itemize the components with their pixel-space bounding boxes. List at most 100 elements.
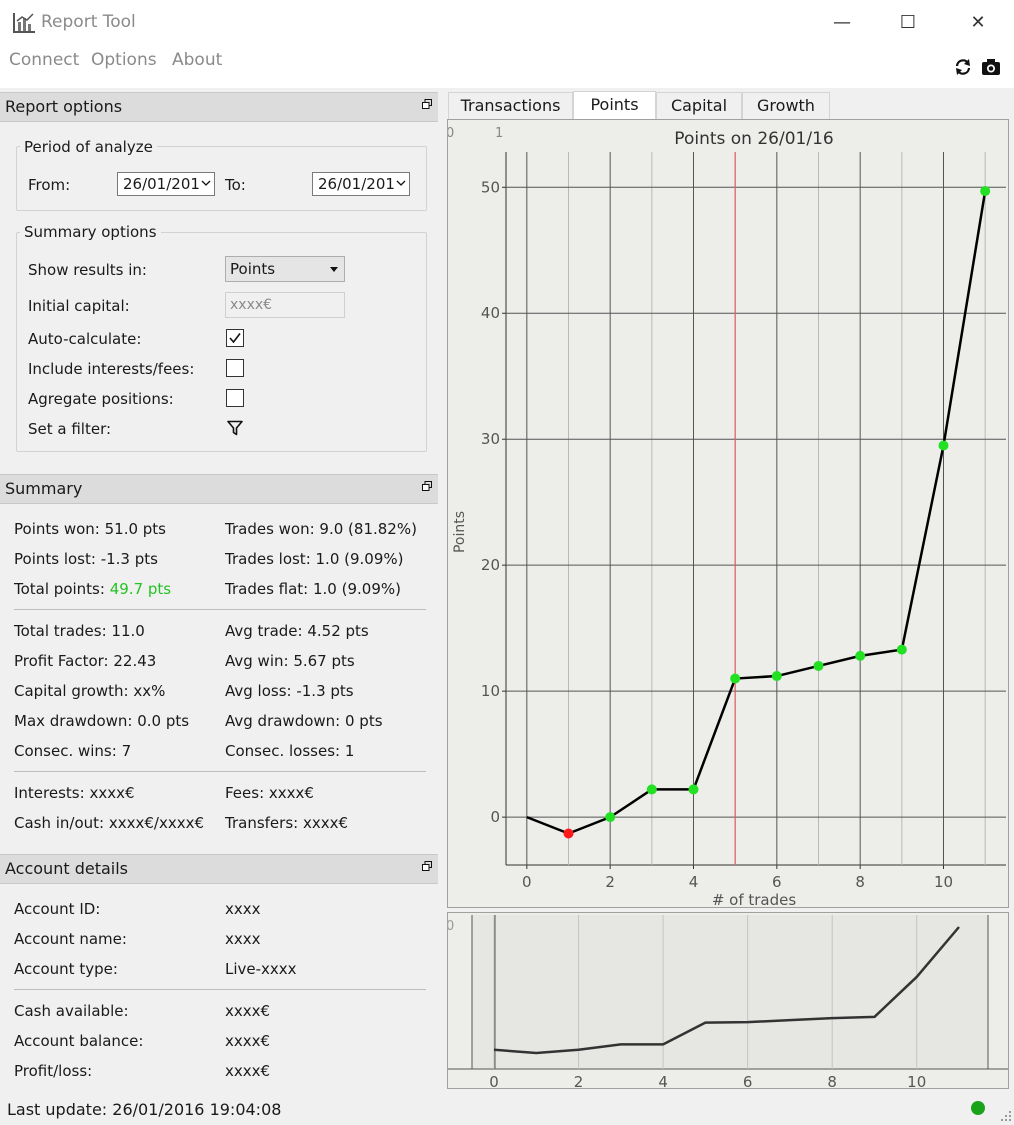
transfers: Transfers: xxxx€ bbox=[225, 814, 349, 832]
points-chart-panel: Points on 26/01/16 0 1 Points # of trade… bbox=[445, 119, 1009, 909]
show-results-select[interactable]: Points bbox=[225, 256, 345, 282]
overview-x-tick-label: 0 bbox=[489, 1073, 499, 1088]
menu-options[interactable]: Options bbox=[91, 50, 157, 70]
profit-loss-value: xxxx€ bbox=[225, 1062, 271, 1080]
total-trades: Total trades: 11.0 bbox=[14, 622, 145, 640]
include-interests-checkbox[interactable] bbox=[226, 359, 244, 377]
menu-bar: Connect Options About bbox=[0, 46, 1014, 88]
overview-x-tick-label: 10 bbox=[907, 1073, 926, 1088]
chevron-down-icon bbox=[201, 180, 211, 186]
total-points: Total points: 49.7 pts bbox=[14, 580, 171, 598]
from-date-value: 26/01/201 bbox=[123, 175, 200, 193]
consec-losses: Consec. losses: 1 bbox=[225, 742, 355, 760]
x-axis-label: # of trades bbox=[712, 891, 797, 907]
overview-x-tick-label: 2 bbox=[574, 1073, 584, 1088]
summary-options-title: Summary options bbox=[20, 223, 161, 241]
cash-in-out: Cash in/out: xxxx€/xxxx€ bbox=[14, 814, 205, 832]
menu-connect[interactable]: Connect bbox=[9, 50, 80, 70]
from-date-picker[interactable]: 26/01/201 bbox=[117, 172, 215, 196]
account-id-label: Account ID: bbox=[14, 900, 101, 918]
overview-line bbox=[493, 926, 960, 1055]
auto-calculate-checkbox[interactable] bbox=[226, 329, 244, 347]
avg-drawdown: Avg drawdown: 0 pts bbox=[225, 712, 383, 730]
account-name-value: xxxx bbox=[225, 930, 261, 948]
account-id-value: xxxx bbox=[225, 900, 261, 918]
title-bar: Report Tool — ☐ ✕ bbox=[0, 0, 1014, 46]
refresh-icon[interactable] bbox=[953, 57, 973, 77]
consec-wins: Consec. wins: 7 bbox=[14, 742, 132, 760]
account-type-label: Account type: bbox=[14, 960, 118, 978]
close-button[interactable]: ✕ bbox=[970, 12, 986, 33]
divider bbox=[14, 989, 426, 990]
data-point bbox=[771, 671, 782, 682]
filter-icon[interactable] bbox=[227, 420, 243, 436]
tab-points[interactable]: Points bbox=[573, 91, 656, 120]
report-options-title: Report options bbox=[5, 97, 123, 116]
checkmark-icon bbox=[229, 333, 241, 344]
divider bbox=[14, 771, 426, 772]
minimize-button[interactable]: — bbox=[833, 12, 851, 33]
chart-app-icon bbox=[13, 13, 35, 33]
overview-axis-ticks: 0 2 4 6 8 10 bbox=[489, 1073, 926, 1091]
data-point bbox=[813, 660, 824, 671]
to-date-picker[interactable]: 26/01/201 bbox=[312, 172, 410, 196]
account-balance-value: xxxx€ bbox=[225, 1032, 271, 1050]
data-point bbox=[980, 186, 991, 197]
summary-options-group bbox=[16, 232, 427, 452]
profit-loss-label: Profit/loss: bbox=[14, 1062, 93, 1080]
set-filter-label: Set a filter: bbox=[28, 420, 112, 438]
tab-capital[interactable]: Capital bbox=[656, 92, 742, 119]
points-chart[interactable]: Points on 26/01/16 0 1 Points # of trade… bbox=[445, 120, 1008, 909]
include-interests-label: Include interests/fees: bbox=[28, 360, 195, 378]
period-group-title: Period of analyze bbox=[20, 138, 157, 156]
float-icon[interactable] bbox=[422, 481, 432, 491]
x-tick-label: 2 bbox=[605, 873, 615, 891]
report-options-header: Report options bbox=[0, 92, 438, 122]
summary-header: Summary bbox=[0, 474, 438, 504]
data-point bbox=[896, 644, 907, 655]
account-name-label: Account name: bbox=[14, 930, 127, 948]
initial-capital-label: Initial capital: bbox=[28, 297, 130, 315]
menu-about[interactable]: About bbox=[172, 50, 223, 70]
period-group bbox=[16, 146, 427, 211]
x-tick-label: 10 bbox=[934, 873, 953, 891]
float-icon[interactable] bbox=[422, 99, 432, 109]
data-point bbox=[855, 650, 866, 661]
max-drawdown: Max drawdown: 0.0 pts bbox=[14, 712, 190, 730]
float-icon[interactable] bbox=[422, 861, 432, 871]
from-label: From: bbox=[28, 176, 71, 194]
aggregate-positions-label: Agregate positions: bbox=[28, 390, 174, 408]
summary-title: Summary bbox=[5, 479, 83, 498]
chart-grid bbox=[505, 152, 1006, 866]
top-axis-label: 1 bbox=[495, 126, 503, 141]
data-point bbox=[646, 784, 657, 795]
data-point bbox=[730, 673, 741, 684]
data-point bbox=[688, 784, 699, 795]
y-tick-label: 40 bbox=[481, 304, 500, 322]
overview-grid bbox=[448, 915, 1008, 1070]
maximize-button[interactable]: ☐ bbox=[899, 12, 917, 33]
avg-trade: Avg trade: 4.52 pts bbox=[225, 622, 369, 640]
overview-x-tick-label: 6 bbox=[743, 1073, 753, 1088]
trades-won: Trades won: 9.0 (81.82%) bbox=[225, 520, 417, 538]
tab-transactions[interactable]: Transactions bbox=[448, 92, 573, 119]
camera-icon[interactable] bbox=[981, 57, 1001, 77]
account-type-value: Live-xxxx bbox=[225, 960, 297, 978]
data-point bbox=[938, 440, 949, 451]
initial-capital-input[interactable]: xxxx€ bbox=[225, 292, 345, 318]
overview-series bbox=[493, 926, 960, 1055]
connection-status-indicator bbox=[971, 1101, 985, 1115]
points-lost: Points lost: -1.3 pts bbox=[14, 550, 158, 568]
overview-plot-area bbox=[472, 915, 988, 1069]
trades-flat: Trades flat: 1.0 (9.09%) bbox=[225, 580, 401, 598]
x-tick-label: 4 bbox=[689, 873, 699, 891]
y-tick-label: 50 bbox=[481, 178, 500, 196]
tab-growth[interactable]: Growth bbox=[742, 92, 830, 119]
resize-grip-icon[interactable] bbox=[1000, 1110, 1012, 1122]
overview-x-tick-label: 4 bbox=[658, 1073, 668, 1088]
account-balance-label: Account balance: bbox=[14, 1032, 144, 1050]
window-title: Report Tool bbox=[41, 12, 136, 32]
aggregate-positions-checkbox[interactable] bbox=[226, 389, 244, 407]
